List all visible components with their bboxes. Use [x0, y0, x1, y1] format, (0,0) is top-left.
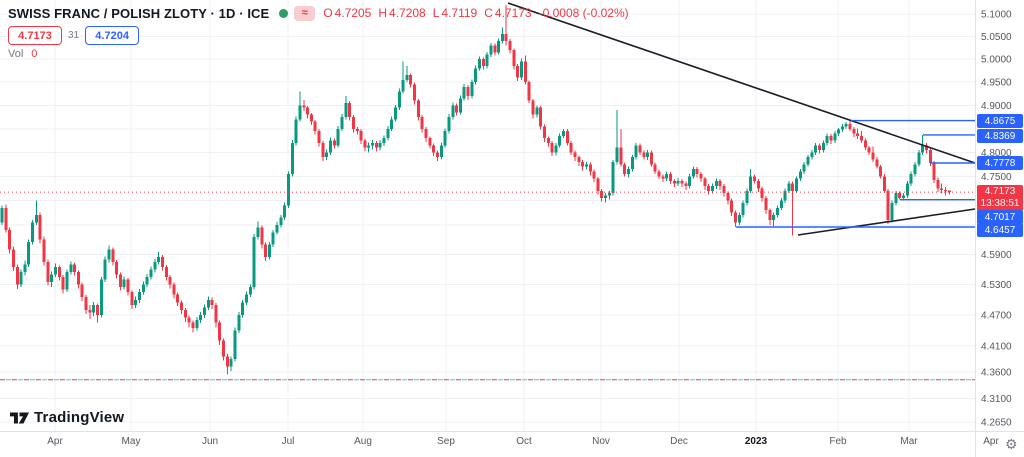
last-price-label[interactable]: 4.7173 13:38:51 — [977, 185, 1023, 212]
price-axis-label: 4.5900 — [981, 250, 1012, 261]
symbol-title[interactable]: SWISS FRANC / POLISH ZLOTY · 1D · ICE — [8, 5, 270, 21]
time-axis-label: Nov — [592, 436, 610, 447]
sell-price-button[interactable]: 4.7173 — [8, 26, 62, 45]
time-axis-label: Mar — [900, 436, 918, 447]
buy-price-button[interactable]: 4.7204 — [85, 26, 140, 45]
time-axis-label: Dec — [670, 436, 688, 447]
price-axis-label: 4.7500 — [981, 172, 1012, 183]
market-status-dot-icon — [279, 8, 289, 18]
time-axis-label: Oct — [516, 436, 532, 447]
time-axis-label: May — [122, 436, 141, 447]
countdown-timer: 13:38:51 — [980, 198, 1020, 210]
change-value: -0.0008 (-0.02%) — [538, 6, 629, 20]
price-axis[interactable]: 5.1000 5.0500 5.0000 4.9500 4.9000 4.8000 4.75… — [981, 10, 1012, 429]
price-axis-label: 4.9500 — [981, 78, 1012, 89]
trend-line-ascending[interactable] — [797, 208, 976, 236]
price-line-label-4.6457[interactable]: 4.6457 — [977, 223, 1023, 237]
price-axis-label: 4.8000 — [981, 148, 1012, 159]
chart-legend: SWISS FRANC / POLISH ZLOTY · 1D · ICE ≈ … — [8, 4, 631, 60]
ohlc-values: O 4.7205 H 4.7208 L 4.7119 C 4.7173 -0.0008 (-0.… — [323, 6, 630, 20]
high-value: 4.7208 — [389, 6, 426, 20]
tradingview-logo[interactable]: TradingView — [10, 409, 124, 426]
trend-line-descending[interactable] — [507, 2, 976, 164]
high-label: H — [378, 6, 388, 20]
time-axis-label: Apr — [983, 436, 999, 447]
open-label: O — [323, 6, 333, 20]
time-axis-label: Jun — [202, 436, 218, 447]
price-axis-label: 4.3100 — [981, 394, 1012, 405]
time-axis-label: 2023 — [745, 436, 768, 447]
price-axis-label: 4.2650 — [981, 418, 1012, 429]
price-axis-label: 4.9000 — [981, 101, 1012, 112]
candles — [0, 5, 951, 375]
price-line-label-4.7017[interactable]: 4.7017 — [977, 210, 1023, 224]
time-axis-label: Sep — [437, 436, 455, 447]
price-line-label-4.8369[interactable]: 4.8369 — [977, 129, 1023, 143]
volume-label[interactable]: Vol — [8, 48, 24, 60]
price-axis-label: 4.3600 — [981, 367, 1012, 378]
price-line-label-4.7778[interactable]: 4.7778 — [977, 156, 1023, 170]
close-label: C — [484, 6, 493, 20]
close-value: 4.7173 — [494, 6, 532, 20]
price-axis-label: 5.0500 — [981, 32, 1012, 43]
gridlines — [0, 0, 975, 431]
time-axis[interactable]: Apr May Jun Jul Aug Sep Oct Nov Dec 2023 Feb Mar Apr — [47, 436, 999, 447]
price-axis-label: 4.4700 — [981, 311, 1012, 322]
volume-value: 0 — [31, 48, 38, 60]
price-axis-label: 5.0000 — [981, 55, 1012, 66]
price-axis-label: 4.5300 — [981, 280, 1012, 291]
price-axis-label: 4.4100 — [981, 341, 1012, 352]
time-axis-label: Aug — [354, 436, 372, 447]
tradingview-logo-text: TradingView — [34, 409, 125, 426]
alert-price-lines[interactable] — [736, 119, 975, 228]
time-axis-label: Apr — [47, 436, 63, 447]
spread-value: 31 — [68, 30, 80, 41]
low-value: 4.7119 — [441, 6, 478, 20]
time-axis-label: Feb — [829, 436, 847, 447]
time-axis-label: Jul — [282, 436, 295, 447]
last-price-value: 4.7173 — [984, 186, 1016, 198]
gear-icon[interactable]: ⚙ — [1005, 436, 1018, 452]
tradingview-logo-icon — [10, 411, 29, 424]
open-value: 4.7205 — [334, 6, 372, 20]
low-label: L — [432, 6, 440, 20]
price-axis-label: 5.1000 — [981, 10, 1012, 21]
approx-badge-icon: ≈ — [294, 5, 316, 21]
price-line-label-4.8675[interactable]: 4.8675 — [977, 114, 1023, 128]
trend-lines[interactable] — [507, 2, 976, 236]
